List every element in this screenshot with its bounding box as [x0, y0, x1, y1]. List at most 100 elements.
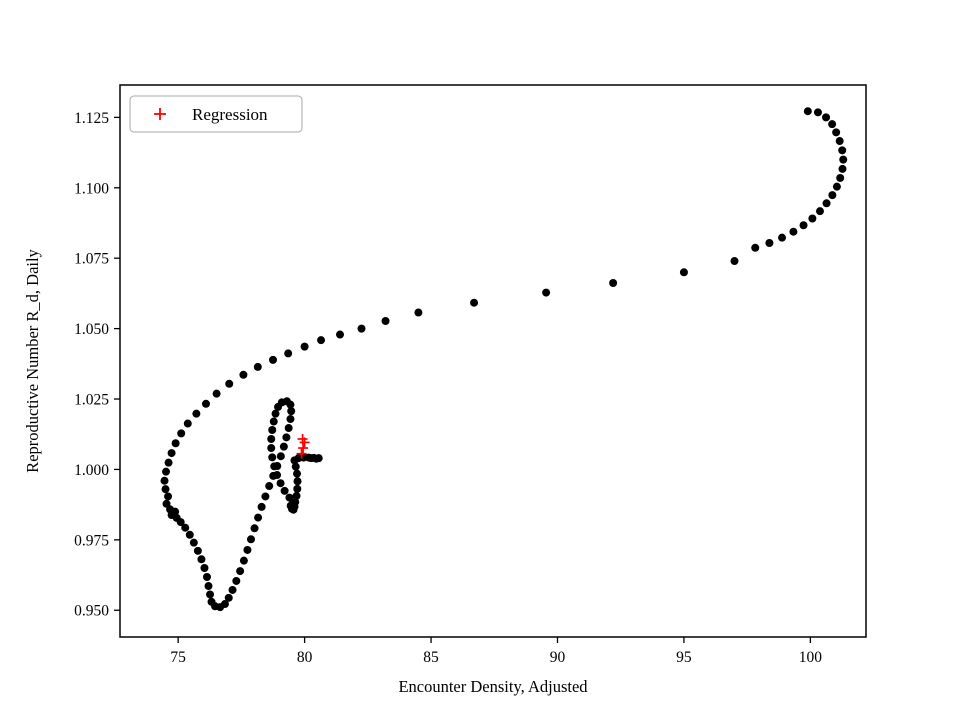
scatter-point: [293, 469, 302, 478]
data-points: [160, 107, 848, 612]
x-tick-label: 80: [297, 649, 313, 666]
scatter-point: [279, 442, 288, 451]
scatter-point: [261, 492, 270, 501]
plot-border: [119, 84, 867, 638]
scatter-point: [257, 502, 266, 511]
scatter-point: [164, 492, 173, 501]
scatter-point: [200, 564, 209, 572]
scatter-point: [204, 582, 213, 591]
y-tick-label: 0.950: [74, 603, 109, 620]
scatter-point: [838, 146, 847, 155]
scatter-point: [206, 590, 215, 599]
scatter-point: [176, 518, 185, 527]
scatter-point: [192, 409, 201, 418]
scatter-point: [274, 402, 283, 411]
scatter-point: [336, 330, 345, 339]
scatter-point: [243, 545, 252, 554]
y-tick-label: 1.000: [74, 462, 109, 479]
axes-spines: [119, 84, 867, 638]
series-regression: [296, 434, 310, 459]
scatter-point: [253, 362, 262, 371]
scatter-point: [167, 449, 176, 458]
x-tick-label: 90: [550, 649, 566, 666]
scatter-point: [225, 379, 234, 388]
scatter-point: [284, 349, 293, 358]
scatter-point: [839, 155, 848, 164]
scatter-point: [201, 399, 210, 408]
legend-frame: [129, 95, 303, 133]
scatter-point: [287, 407, 296, 416]
x-tick-label: 85: [423, 649, 439, 666]
scatter-point: [414, 308, 423, 317]
scatter-point: [832, 128, 841, 137]
scatter-point: [822, 113, 831, 122]
x-tick-label: 100: [799, 649, 823, 666]
scatter-point: [286, 415, 295, 424]
scatter-point: [193, 546, 202, 555]
scatter-point: [799, 221, 808, 230]
scatter-point: [815, 207, 824, 216]
scatter-point: [822, 199, 831, 208]
scatter-point: [730, 257, 739, 266]
scatter-point: [765, 238, 774, 247]
scatter-point: [232, 576, 241, 585]
scatter-point: [189, 538, 198, 547]
scatter-point: [160, 476, 169, 485]
scatter-point: [293, 477, 302, 486]
scatter-point: [265, 482, 274, 491]
legend-label: Regression: [192, 105, 268, 124]
scatter-point: [307, 454, 316, 463]
scatter-point: [751, 243, 760, 252]
scatter-point: [679, 268, 688, 277]
scatter-point: [357, 324, 366, 333]
scatter-point: [280, 486, 289, 495]
scatter-point: [609, 278, 618, 287]
scatter-point: [542, 288, 551, 297]
scatter-point: [224, 593, 233, 602]
scatter-point: [220, 600, 229, 609]
scatter-point: [803, 107, 812, 116]
scatter-point: [291, 462, 300, 471]
x-tick-label: 75: [170, 649, 186, 666]
scatter-point: [212, 389, 221, 398]
y-tick-label: 1.125: [74, 110, 109, 127]
scatter-point: [268, 426, 277, 434]
scatter-point: [276, 452, 285, 461]
scatter-point: [239, 370, 248, 379]
scatter-point: [162, 467, 171, 476]
scatter-point: [300, 342, 309, 351]
scatter-point: [164, 458, 173, 467]
scatter-point: [289, 505, 298, 514]
legend-plus-icon: [154, 108, 166, 120]
y-tick-label: 1.075: [74, 251, 109, 268]
scatter-point: [828, 120, 837, 129]
scatter-point: [284, 424, 293, 433]
scatter-point: [292, 491, 301, 500]
scatter-point: [836, 173, 845, 182]
scatter-point: [268, 453, 277, 462]
scatter-point: [161, 485, 170, 494]
scatter-point: [171, 439, 180, 448]
scatter-point: [276, 479, 285, 488]
scatter-point: [778, 233, 787, 242]
scatter-point: [228, 585, 237, 594]
scatter-point: [183, 419, 192, 428]
scatter-point: [273, 471, 282, 480]
y-tick-label: 1.025: [74, 392, 109, 409]
scatter-point: [177, 429, 186, 438]
scatter-point: [267, 444, 276, 453]
scatter-point: [808, 214, 817, 223]
axis-ticks: 75 80 85 90 95 100 0.950 0.975 1.000 1.025 1.050 1.…: [74, 110, 822, 666]
scatter-point: [269, 417, 278, 426]
x-tick-label: 95: [676, 649, 692, 666]
scatter-point: [813, 108, 822, 117]
scatter-point: [835, 137, 844, 146]
scatter-point: [250, 524, 259, 533]
scatter-point: [239, 556, 248, 565]
y-axis-label: Reproductive Number R_d, Daily: [23, 248, 42, 472]
scatter-point: [789, 227, 798, 236]
scatter-point: [282, 433, 291, 442]
scatter-point: [254, 513, 263, 522]
scatter-point: [246, 535, 255, 544]
